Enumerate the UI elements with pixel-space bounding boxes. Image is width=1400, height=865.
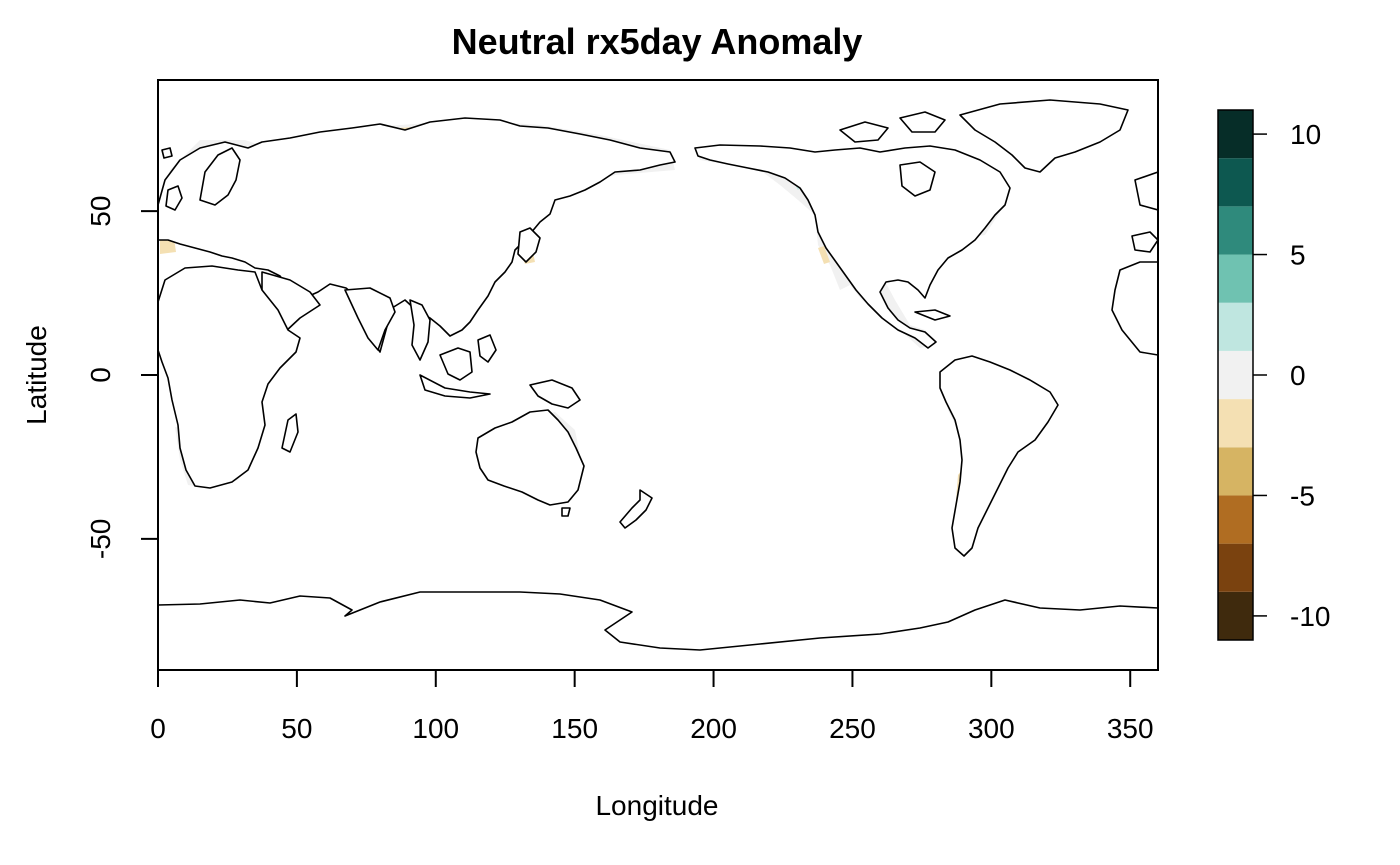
colorbar-tick-label: 10: [1290, 119, 1321, 150]
colorbar-tick-label: -5: [1290, 480, 1315, 511]
x-tick-label: 0: [150, 713, 166, 744]
colorbar: -10 -5 0 5 10: [1218, 110, 1330, 640]
colorbar-swatch: [1218, 447, 1253, 495]
colorbar-swatch: [1218, 495, 1253, 543]
x-tick-label: 350: [1107, 713, 1154, 744]
x-axis-label: Longitude: [595, 790, 718, 821]
colorbar-swatch: [1218, 592, 1253, 640]
x-tick-label: 250: [829, 713, 876, 744]
x-tick-label: 150: [551, 713, 598, 744]
x-tick-label: 200: [690, 713, 737, 744]
colorbar-swatch: [1218, 399, 1253, 447]
x-tick-label: 50: [281, 713, 312, 744]
colorbar-tick-label: 5: [1290, 240, 1306, 271]
colorbar-swatch: [1218, 303, 1253, 351]
colorbar-swatch: [1218, 206, 1253, 254]
y-axis-label: Latitude: [21, 325, 52, 425]
colorbar-swatch: [1218, 158, 1253, 206]
colorbar-swatch: [1218, 255, 1253, 303]
colorbar-swatch: [1218, 110, 1253, 158]
colorbar-tick-label: -10: [1290, 601, 1330, 632]
y-tick-label: 0: [85, 367, 116, 383]
colorbar-swatch: [1218, 351, 1253, 399]
map-area: [158, 80, 1158, 672]
x-tick-label: 100: [412, 713, 459, 744]
y-axis: -50 0 50: [85, 196, 158, 560]
y-tick-label: 50: [85, 196, 116, 227]
x-tick-label: 300: [968, 713, 1015, 744]
chart-title: Neutral rx5day Anomaly: [452, 21, 863, 62]
y-tick-label: -50: [85, 519, 116, 559]
x-axis: 0 50 100 150 200 250 300 350: [150, 670, 1153, 744]
colorbar-swatch: [1218, 544, 1253, 592]
colorbar-tick-label: 0: [1290, 360, 1306, 391]
